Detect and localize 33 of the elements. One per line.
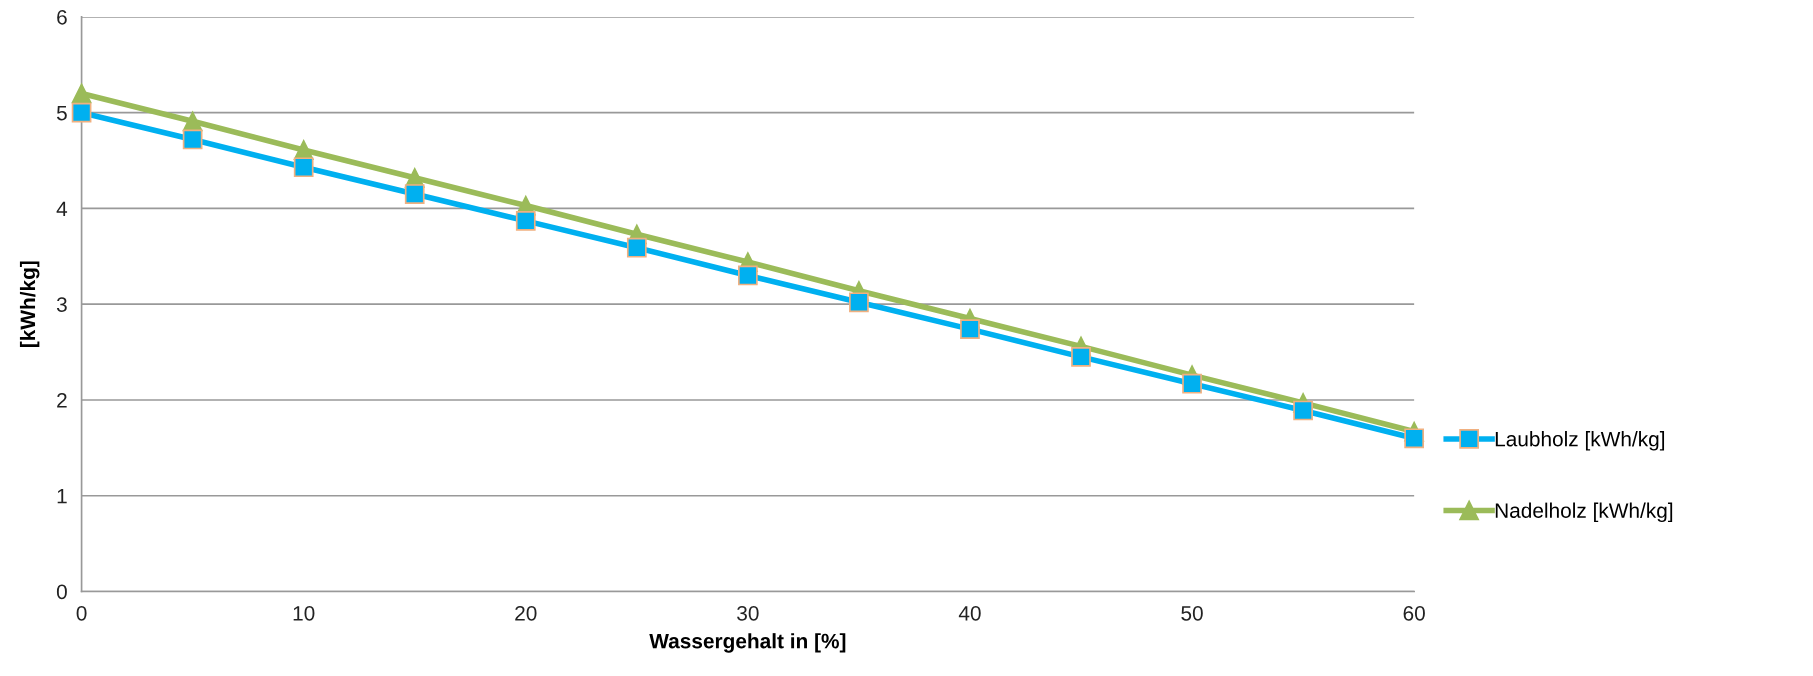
point [404, 184, 425, 204]
x-tick-label: 40 [958, 605, 981, 621]
x-tick-label: 0 [76, 605, 87, 621]
y-axis-title: [kWh/kg] [19, 261, 40, 347]
point [182, 111, 203, 132]
x-axis-title: Wassergehalt in [%] [649, 633, 846, 653]
point [1404, 428, 1425, 449]
y-tick-label: 0 [56, 584, 67, 600]
point [1071, 347, 1091, 367]
point [182, 129, 203, 150]
point [71, 102, 92, 123]
legend-label: Laubholz [kWh/kg] [1495, 431, 1665, 451]
y-tick-label: 4 [56, 201, 68, 216]
point [71, 83, 92, 104]
y-tick-label: 1 [57, 488, 67, 504]
point [626, 237, 647, 258]
point [960, 319, 980, 339]
legend-label: Nadelholz [kWh/kg] [1495, 502, 1673, 523]
point [849, 292, 869, 313]
x-tick-label: 20 [515, 605, 537, 621]
point [1293, 400, 1313, 421]
y-tick-label: 5 [56, 105, 67, 121]
point [515, 211, 536, 231]
point [737, 265, 758, 286]
x-tick-label: 30 [737, 605, 759, 621]
y-tick-label: 6 [57, 9, 67, 25]
y-tick-label: 3 [56, 297, 67, 312]
point [1182, 373, 1202, 394]
x-tick-label: 10 [293, 605, 315, 621]
point [293, 157, 314, 178]
x-tick-label: 60 [1403, 605, 1425, 621]
y-tick-label: 2 [57, 392, 67, 408]
x-tick-label: 50 [1181, 605, 1203, 621]
